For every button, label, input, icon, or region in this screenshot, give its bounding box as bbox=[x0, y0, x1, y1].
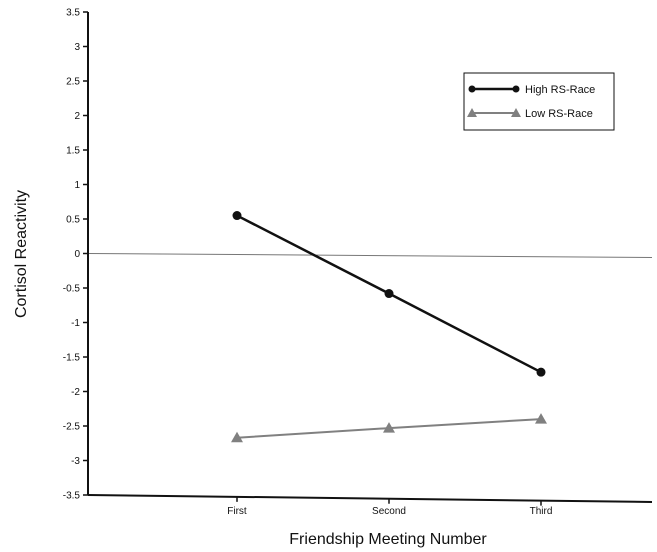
data-point-high-rs-race bbox=[384, 289, 394, 299]
x-axis-title: Friendship Meeting Number bbox=[289, 531, 487, 548]
y-tick-label: 0 bbox=[74, 249, 80, 260]
y-tick-label: -2.5 bbox=[63, 422, 81, 433]
y-tick-label: 3 bbox=[74, 42, 80, 53]
data-point-high-rs-race bbox=[232, 211, 242, 221]
y-tick-label: 3.5 bbox=[66, 8, 80, 19]
y-tick-label: -3.5 bbox=[63, 491, 81, 502]
y-tick-label: -2 bbox=[71, 387, 80, 398]
legend-marker bbox=[468, 85, 476, 93]
y-tick-label: 1 bbox=[74, 180, 80, 191]
legend-marker bbox=[512, 85, 520, 93]
y-tick-label: 2.5 bbox=[66, 77, 80, 88]
data-point-low-rs-race bbox=[383, 422, 395, 433]
x-tick-label: Third bbox=[530, 506, 553, 517]
y-axis-title: Cortisol Reactivity bbox=[13, 190, 30, 318]
legend-marker bbox=[467, 108, 477, 117]
y-axis-ticks: 3.5 3 2.5 2 1.5 1 0.5 0 -0.5 -1 -1.5 -2 -2.5 -3 -3.5 bbox=[63, 8, 88, 502]
legend-label: Low RS-Race bbox=[525, 108, 593, 120]
y-tick-label: -0.5 bbox=[63, 284, 81, 295]
y-tick-label: -3 bbox=[71, 456, 80, 467]
data-point-high-rs-race bbox=[536, 367, 546, 377]
legend-marker bbox=[511, 108, 521, 117]
x-tick-label: Second bbox=[372, 506, 406, 517]
data-point-low-rs-race bbox=[535, 413, 547, 424]
series-layer bbox=[231, 211, 547, 443]
y-tick-label: 0.5 bbox=[66, 215, 80, 226]
y-tick-label: -1 bbox=[71, 318, 80, 329]
data-point-low-rs-race bbox=[231, 431, 243, 443]
legend-box bbox=[463, 72, 615, 131]
zero-reference-line bbox=[87, 253, 653, 258]
y-tick-label: -1.5 bbox=[63, 353, 81, 364]
legend-label: High RS-Race bbox=[525, 84, 595, 96]
y-tick-label: 2 bbox=[74, 111, 80, 122]
x-tick-label: First bbox=[227, 506, 247, 517]
y-tick-label: 1.5 bbox=[66, 146, 80, 157]
legend: High RS-Race Low RS-Race bbox=[463, 72, 615, 131]
x-axis-line bbox=[87, 494, 653, 503]
